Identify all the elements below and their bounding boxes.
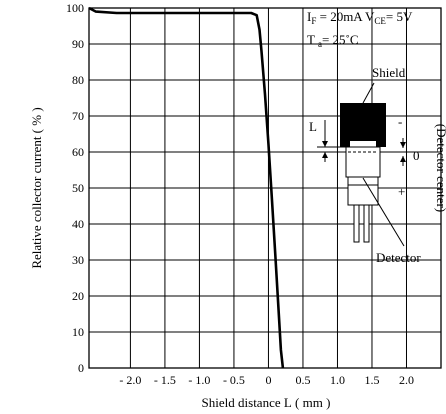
y-tick-label: 80 bbox=[72, 73, 84, 87]
inset-shield-label: Shield bbox=[372, 65, 406, 80]
x-tick-label: - 1.5 bbox=[154, 373, 176, 387]
y-axis-label: Relative collector current ( % ) bbox=[29, 107, 44, 268]
y-tick-label: 20 bbox=[72, 289, 84, 303]
shield-gap bbox=[350, 141, 376, 147]
series-line bbox=[88, 6, 285, 369]
if-symbol: I bbox=[307, 9, 311, 24]
y-tick-label: 100 bbox=[66, 1, 84, 15]
vce-value: = 5V bbox=[386, 9, 413, 24]
x-tick-label: - 0.5 bbox=[223, 373, 245, 387]
x-tick-label: 0 bbox=[265, 373, 271, 387]
inset-L-label: L bbox=[309, 119, 317, 134]
sensor-inset: Shield L - 0 + (Detector center) Detecto bbox=[309, 65, 446, 265]
x-tick-label: - 1.0 bbox=[188, 373, 210, 387]
L-arrow-head-bottom bbox=[322, 152, 328, 158]
detector-lead-left bbox=[353, 204, 360, 243]
inset-plus-label: + bbox=[398, 184, 405, 199]
y-tick-label: 70 bbox=[72, 109, 84, 123]
detector-leader-line bbox=[362, 177, 405, 247]
x-axis-label: Shield distance L ( mm ) bbox=[202, 395, 331, 410]
shield-leader-line bbox=[362, 82, 375, 104]
if-value: = 20mA V bbox=[316, 9, 375, 24]
y-tick-label: 40 bbox=[72, 217, 84, 231]
inset-detector-label: Detector bbox=[376, 250, 421, 265]
scale-arrow-head-down bbox=[400, 156, 406, 162]
y-tick-label: 0 bbox=[78, 361, 84, 375]
detector-base bbox=[347, 176, 379, 206]
ta-subscript: a bbox=[318, 39, 322, 49]
x-tick-labels: - 2.0 - 1.5 - 1.0 - 0.5 0 0.5 1.0 1.5 2.0 bbox=[119, 373, 414, 387]
ta-symbol: T bbox=[307, 32, 315, 47]
svg-text:IF = 20mA VCE= 5V: IF = 20mA VCE= 5V bbox=[307, 9, 413, 26]
inset-minus-label: - bbox=[398, 114, 402, 129]
y-tick-label: 30 bbox=[72, 253, 84, 267]
inset-detector-center-label: (Detector center) bbox=[434, 124, 446, 212]
vce-subscript: CE bbox=[374, 16, 386, 26]
plot-frame bbox=[88, 7, 442, 369]
svg-text:Ta= 25˚C: Ta= 25˚C bbox=[307, 32, 359, 49]
chart-grid bbox=[88, 7, 442, 369]
if-subscript: F bbox=[311, 16, 316, 26]
y-tick-label: 60 bbox=[72, 145, 84, 159]
x-tick-label: 0.5 bbox=[295, 373, 310, 387]
x-tick-label: 1.0 bbox=[330, 373, 345, 387]
shield-block bbox=[340, 103, 386, 147]
y-tick-label: 10 bbox=[72, 325, 84, 339]
x-tick-label: 2.0 bbox=[399, 373, 414, 387]
x-tick-label: 1.5 bbox=[364, 373, 379, 387]
x-tick-label: - 2.0 bbox=[119, 373, 141, 387]
L-arrow-head-top bbox=[322, 141, 328, 147]
ta-value: = 25˚C bbox=[322, 32, 359, 47]
y-tick-label: 50 bbox=[72, 181, 84, 195]
scale-arrow-head-up bbox=[400, 142, 406, 148]
y-tick-labels: 0 10 20 30 40 50 60 70 80 90 100 bbox=[66, 1, 84, 375]
detector-lead-right bbox=[363, 204, 370, 243]
y-tick-label: 90 bbox=[72, 37, 84, 51]
inset-zero-label: 0 bbox=[413, 148, 420, 163]
